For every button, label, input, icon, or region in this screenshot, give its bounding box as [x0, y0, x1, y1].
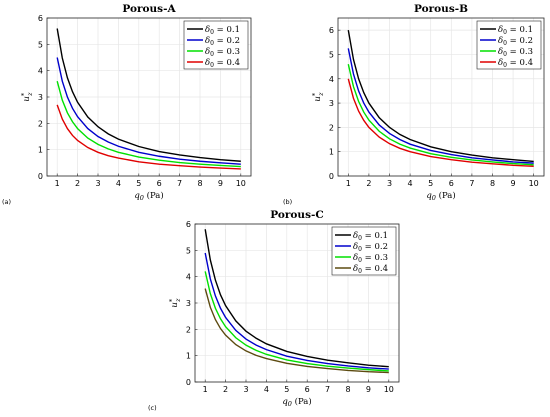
x-tick-label: 2 [366, 179, 371, 188]
legend-entry-1: δ0 = 0.1 [205, 25, 240, 36]
y-tick-label: 6 [186, 220, 191, 229]
legend-entry-4: δ0 = 0.4 [353, 264, 388, 275]
series-line-1 [56, 28, 241, 162]
series-line-3 [204, 271, 389, 372]
x-tick-label: 10 [236, 179, 246, 188]
x-tick-label: 9 [511, 179, 516, 188]
x-tick-label: 6 [449, 179, 454, 188]
legend-entry-2: δ0 = 0.2 [498, 36, 533, 47]
y-tick-label: 2 [329, 123, 334, 132]
x-tick-label: 3 [387, 179, 392, 188]
y-tick-label: 5 [186, 246, 191, 255]
y-tick-label: 4 [186, 273, 191, 282]
x-axis-label: q0 (Pa) [282, 396, 311, 408]
y-tick-label: 6 [329, 26, 334, 35]
series-line-3 [347, 64, 534, 166]
x-axis-label: q0 (Pa) [426, 190, 455, 202]
y-axis-label: u*z [311, 92, 325, 102]
panel-label: (b) [283, 198, 292, 206]
x-axis-label: q0 (Pa) [134, 190, 163, 202]
x-tick-label: 2 [75, 179, 80, 188]
series-line-3 [56, 81, 241, 168]
legend: δ0 = 0.1δ0 = 0.2δ0 = 0.3δ0 = 0.4 [331, 226, 397, 276]
x-tick-label: 5 [428, 179, 433, 188]
x-tick-label: 3 [95, 179, 100, 188]
x-tick-label: 8 [345, 385, 350, 394]
y-tick-label: 1 [329, 148, 334, 157]
x-tick-label: 4 [264, 385, 269, 394]
legend-entry-4: δ0 = 0.4 [498, 58, 533, 69]
legend: δ0 = 0.1δ0 = 0.2δ0 = 0.3δ0 = 0.4 [476, 20, 542, 70]
x-tick-label: 5 [284, 385, 289, 394]
y-tick-label: 0 [329, 172, 334, 181]
x-tick-label: 1 [55, 179, 60, 188]
legend-entry-2: δ0 = 0.2 [353, 242, 388, 253]
y-tick-label: 1 [186, 352, 191, 361]
y-tick-label: 0 [186, 378, 191, 387]
legend-entry-3: δ0 = 0.3 [205, 47, 240, 58]
legend-entry-1: δ0 = 0.1 [498, 25, 533, 36]
y-tick-label: 6 [38, 14, 43, 23]
legend-entry-3: δ0 = 0.3 [498, 47, 533, 58]
x-tick-label: 5 [136, 179, 141, 188]
x-tick-label: 8 [197, 179, 202, 188]
series-line-4 [56, 104, 241, 170]
series-line-1 [204, 229, 389, 368]
x-tick-label: 4 [408, 179, 413, 188]
series-line-1 [347, 30, 534, 163]
legend-entry-1: δ0 = 0.1 [353, 231, 388, 242]
x-tick-label: 4 [116, 179, 121, 188]
chart-title: Porous-A [122, 3, 176, 15]
y-tick-label: 3 [186, 299, 191, 308]
x-tick-label: 10 [384, 385, 394, 394]
chart-title: Porous-B [414, 3, 468, 15]
x-tick-label: 6 [305, 385, 310, 394]
y-tick-label: 3 [329, 99, 334, 108]
x-tick-label: 9 [366, 385, 371, 394]
x-tick-label: 8 [490, 179, 495, 188]
y-tick-label: 5 [329, 50, 334, 59]
x-tick-label: 6 [157, 179, 162, 188]
y-tick-label: 2 [38, 119, 43, 128]
y-axis-label: u*z [168, 298, 182, 308]
series-line-4 [204, 288, 389, 374]
y-axis-label: u*z [20, 92, 34, 102]
panel-label: (a) [2, 198, 11, 206]
chart-panel-2: 1 2 3 4 5 6 7 8 9 10 0 1 2 3 4 5 6 Porous-B q0 (Pa) u*z δ0 =… [283, 3, 545, 206]
x-tick-label: 1 [203, 385, 208, 394]
x-tick-label: 7 [177, 179, 182, 188]
y-tick-label: 4 [329, 75, 334, 84]
series-line-4 [347, 78, 534, 167]
chart-panel-3: 1 2 3 4 5 6 7 8 9 10 0 1 2 3 4 5 6 Porous-C q0 (Pa) u*z δ0 =… [148, 209, 400, 412]
series-line-2 [56, 57, 241, 165]
y-tick-label: 1 [38, 146, 43, 155]
x-tick-label: 7 [325, 385, 330, 394]
y-tick-label: 2 [186, 325, 191, 334]
y-tick-label: 0 [38, 172, 43, 181]
x-tick-label: 10 [529, 179, 539, 188]
chart-panel-1: 1 2 3 4 5 6 7 8 9 10 0 1 2 3 4 5 6 Porous-A q0 (Pa) u*z δ0 =… [2, 3, 252, 206]
panel-label: (c) [148, 404, 157, 412]
series-line-2 [347, 48, 534, 164]
legend: δ0 = 0.1δ0 = 0.2δ0 = 0.3δ0 = 0.4 [183, 20, 249, 70]
y-tick-label: 5 [38, 40, 43, 49]
legend-entry-2: δ0 = 0.2 [205, 36, 240, 47]
chart-title: Porous-C [270, 209, 323, 221]
y-tick-label: 4 [38, 67, 43, 76]
legend-entry-4: δ0 = 0.4 [205, 58, 240, 69]
axes-box [337, 17, 545, 177]
legend-entry-3: δ0 = 0.3 [353, 253, 388, 264]
x-tick-label: 9 [218, 179, 223, 188]
x-tick-label: 1 [346, 179, 351, 188]
x-tick-label: 2 [223, 385, 228, 394]
x-tick-label: 7 [469, 179, 474, 188]
y-tick-label: 3 [38, 93, 43, 102]
series-line-2 [204, 252, 389, 370]
x-tick-label: 3 [243, 385, 248, 394]
